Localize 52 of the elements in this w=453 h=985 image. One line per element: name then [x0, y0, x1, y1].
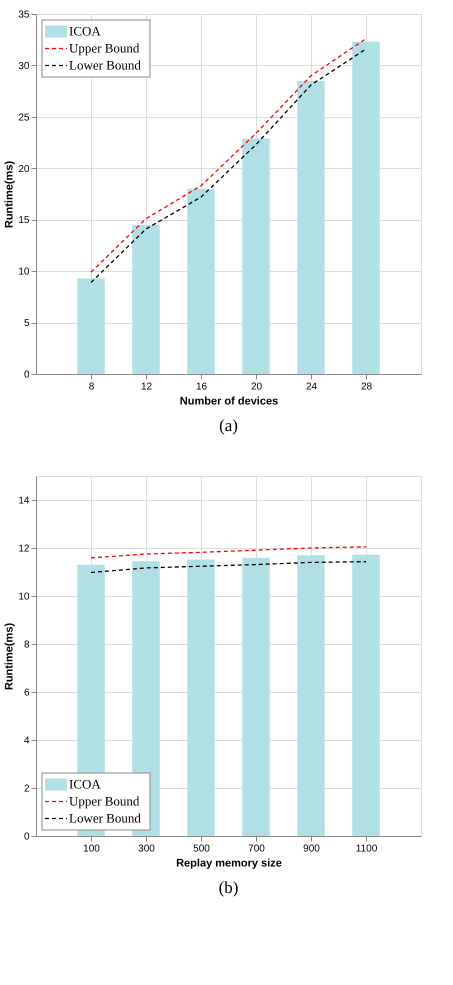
- y-tick-label: 12: [18, 544, 30, 554]
- x-tick-label: 16: [196, 382, 208, 392]
- legend-label: Lower Bound: [69, 58, 142, 72]
- legend-label: Upper Bound: [69, 40, 140, 56]
- bar: [297, 80, 325, 374]
- x-tick-label: 1100: [356, 844, 378, 854]
- x-tick-label: 24: [306, 382, 318, 392]
- x-tick-label: 300: [138, 844, 156, 854]
- x-tick-label: 12: [140, 382, 152, 392]
- x-axis-title: Number of devices: [180, 396, 278, 408]
- text: (b): [218, 878, 238, 897]
- y-tick-label: 20: [18, 164, 30, 175]
- legend-label: ICOA: [69, 776, 102, 792]
- y-axis-title: Runtime(ms): [3, 160, 16, 228]
- y-tick-label: 14: [18, 496, 30, 506]
- y-tick-label: 30: [18, 60, 30, 72]
- bar: [297, 555, 325, 836]
- bar: [77, 278, 105, 374]
- y-tick-label: 2: [24, 784, 30, 794]
- y-tick-label: 10: [18, 266, 30, 278]
- bar: [352, 42, 380, 374]
- y-tick-label: 35: [18, 10, 30, 20]
- legend-label: Lower Bound: [69, 810, 142, 826]
- y-tick-label: 8: [24, 640, 30, 650]
- x-tick-label: 8: [88, 382, 95, 392]
- x-tick-label: 500: [193, 844, 210, 854]
- line-series: [90, 561, 367, 574]
- bar: [242, 558, 270, 836]
- line-series: [90, 546, 367, 558]
- x-tick-label: 20: [250, 382, 262, 392]
- y-axis-title: Runtime(ms): [3, 622, 16, 690]
- x-tick-label: 100: [83, 844, 100, 854]
- bar: [352, 554, 380, 836]
- bar: [132, 224, 160, 374]
- bar: [242, 138, 270, 374]
- y-tick-label: 0: [24, 832, 30, 842]
- x-tick-label: 700: [248, 844, 266, 854]
- bar: [187, 188, 215, 374]
- y-tick-label: 10: [18, 592, 30, 602]
- legend-label: ICOA: [69, 24, 102, 38]
- y-tick-label: 6: [24, 688, 30, 698]
- y-tick-label: 0: [24, 370, 30, 380]
- y-tick-label: 25: [18, 112, 30, 124]
- x-tick-label: 28: [360, 382, 372, 392]
- y-tick-label: 15: [18, 215, 30, 226]
- legend-label: Upper Bound: [69, 794, 140, 808]
- bar: [187, 560, 215, 836]
- text: (a): [219, 416, 238, 435]
- x-axis-title: Replay memory size: [176, 858, 282, 870]
- y-tick-label: 5: [24, 318, 30, 330]
- y-tick-label: 4: [24, 736, 30, 746]
- x-tick-label: 900: [303, 844, 320, 854]
